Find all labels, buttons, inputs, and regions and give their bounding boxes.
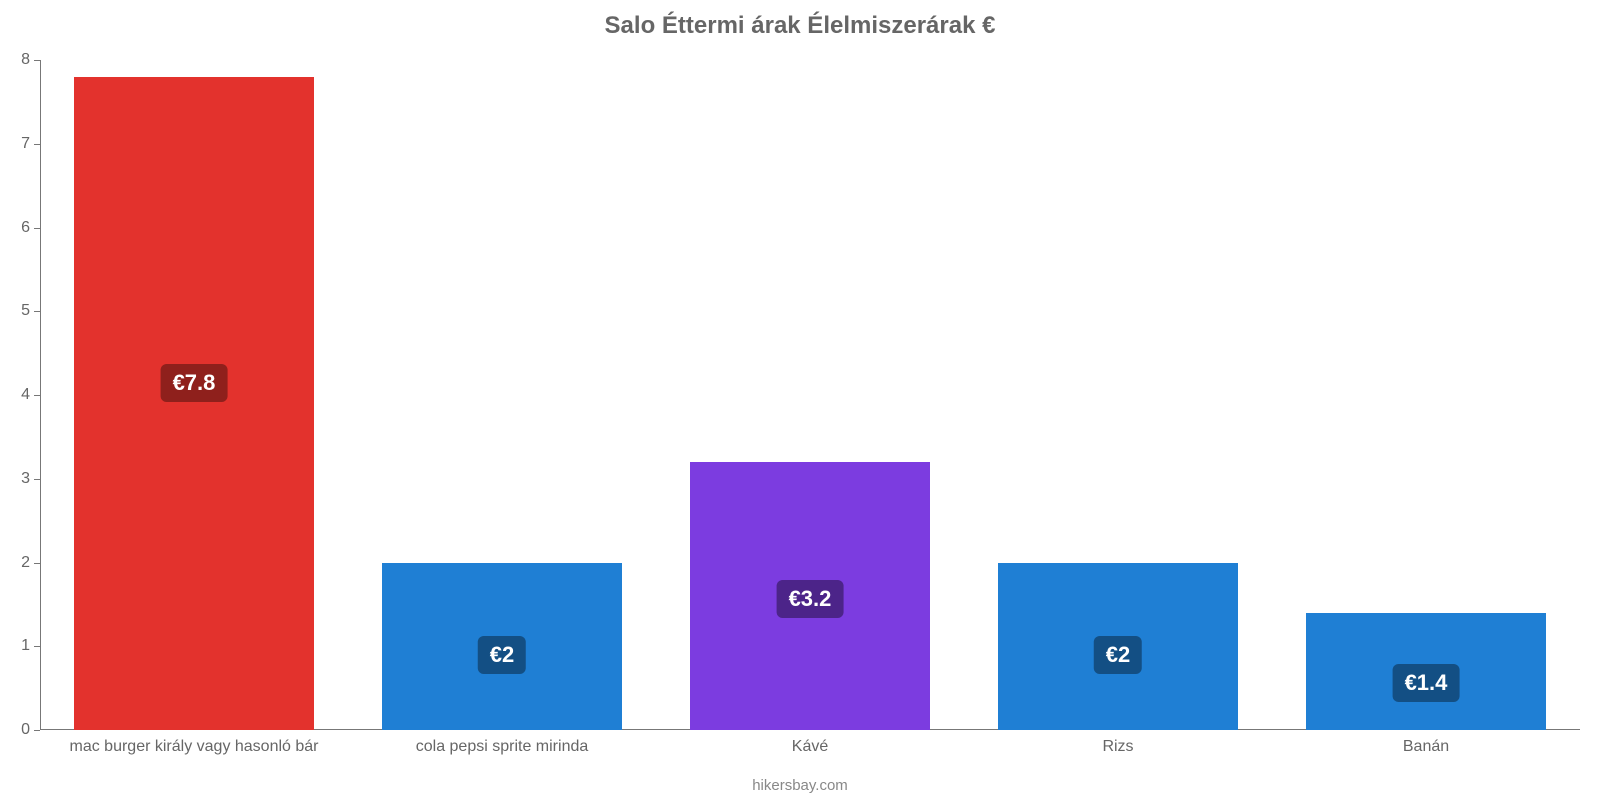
y-tick-mark (34, 646, 40, 647)
x-category-label: mac burger király vagy hasonló bár (69, 738, 318, 756)
bars-container: €7.8 €2 €3.2 €2 €1.4 (40, 60, 1580, 730)
x-category-label: Kávé (792, 738, 828, 756)
bar-value-badge: €2 (478, 636, 526, 674)
price-bar-chart: Salo Éttermi árak Élelmiszerárak € €7.8€… (0, 0, 1600, 800)
bar: €3.2 (690, 462, 930, 730)
bar-value-badge: €7.8 (161, 364, 228, 402)
y-tick-label: 4 (21, 386, 30, 404)
y-tick-mark (34, 228, 40, 229)
y-tick-mark (34, 144, 40, 145)
x-category-label: cola pepsi sprite mirinda (416, 738, 589, 756)
chart-title: Salo Éttermi árak Élelmiszerárak € (0, 12, 1600, 40)
y-tick-mark (34, 730, 40, 731)
y-tick-label: 5 (21, 302, 30, 320)
y-tick-mark (34, 479, 40, 480)
chart-footer: hikersbay.com (0, 777, 1600, 794)
y-tick-label: 8 (21, 51, 30, 69)
y-tick-label: 2 (21, 554, 30, 572)
y-tick-label: 1 (21, 637, 30, 655)
y-tick-label: 3 (21, 470, 30, 488)
bar: €2 (382, 563, 622, 731)
x-category-label: Banán (1403, 738, 1449, 756)
plot-area: €7.8€2€3.2€2€1.4 012345678 mac burger ki… (40, 60, 1580, 730)
bar: €7.8 (74, 77, 314, 730)
bar: €2 (998, 563, 1238, 731)
y-tick-label: 0 (21, 721, 30, 739)
y-tick-mark (34, 395, 40, 396)
y-tick-mark (34, 563, 40, 564)
y-tick-mark (34, 60, 40, 61)
bar-value-badge: €3.2 (777, 580, 844, 618)
y-tick-label: 6 (21, 219, 30, 237)
bar: €1.4 (1306, 613, 1546, 730)
y-tick-mark (34, 311, 40, 312)
y-tick-label: 7 (21, 135, 30, 153)
bar-value-badge: €2 (1094, 636, 1142, 674)
bar-value-badge: €1.4 (1393, 664, 1460, 702)
x-category-label: Rizs (1102, 738, 1133, 756)
